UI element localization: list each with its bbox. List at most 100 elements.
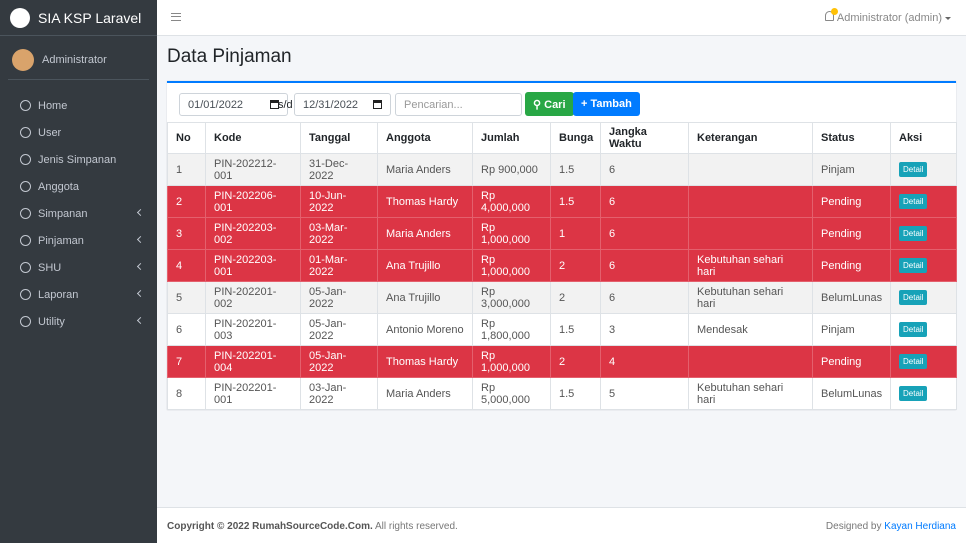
detail-button[interactable]: Detail — [899, 386, 928, 401]
cell: 1 — [167, 153, 206, 186]
menu-icon — [20, 100, 31, 111]
menu-item[interactable]: Home — [0, 92, 157, 119]
header-row: No Kode Tanggal Anggota Jumlah Bunga Jangka Wa… — [167, 122, 957, 154]
action-cell: Detail — [890, 345, 957, 378]
detail-button[interactable]: Detail — [899, 354, 928, 369]
cell: Thomas Hardy — [377, 185, 473, 218]
caret — [945, 17, 951, 23]
cell: Rp 5,000,000 — [472, 377, 551, 410]
chevron — [136, 289, 145, 298]
cell: Rp 4,000,000 — [472, 185, 551, 218]
cell: Antonio Moreno — [377, 313, 473, 346]
detail-button[interactable]: Detail — [899, 162, 928, 177]
table-body: 1 PIN-202212-001 31-Dec-2022 Maria Anders Rp… — [167, 153, 957, 410]
detail-button[interactable]: Detail — [899, 194, 928, 209]
cell: PIN-202206-001 — [205, 185, 301, 218]
menu-item[interactable]: Laporan — [0, 281, 157, 308]
cell: PIN-202203-001 — [205, 249, 301, 282]
menu-icon — [20, 235, 31, 246]
menu-icon — [20, 289, 31, 300]
action-cell: Detail — [890, 153, 957, 186]
menu-label: Home — [38, 99, 68, 112]
designed-by: Designed by — [825, 521, 882, 532]
cell: 4 — [167, 249, 206, 282]
cell: 5 — [167, 281, 206, 314]
page-title: Data Pinjaman — [167, 46, 292, 67]
cell: 5 — [600, 377, 689, 410]
cell: 8 — [167, 377, 206, 410]
date-to[interactable]: 12/31/2022 — [294, 93, 391, 116]
detail-button[interactable]: Detail — [899, 226, 928, 241]
cell: Pending — [812, 217, 891, 250]
chevron — [136, 262, 145, 271]
header-cell: Aksi — [890, 122, 957, 154]
cell: Rp 1,000,000 — [472, 217, 551, 250]
calendar-icon — [373, 100, 382, 109]
card: 01/01/2022 s/d 12/31/2022 Pencarian... ⚲… — [167, 81, 957, 410]
cell: Maria Anders — [377, 377, 473, 410]
table-row: 7 PIN-202201-004 05-Jan-2022 Thomas Hardy Rp… — [167, 345, 957, 378]
user-name[interactable]: Administrator — [42, 53, 107, 66]
action-cell: Detail — [890, 249, 957, 282]
brand[interactable]: SIA KSP Laravel — [0, 0, 157, 36]
cell: Mendesak — [688, 313, 813, 346]
detail-button[interactable]: Detail — [899, 290, 928, 305]
menu-item[interactable]: SHU — [0, 254, 157, 281]
menu-label: Pinjaman — [38, 234, 84, 247]
search-input[interactable]: Pencarian... — [395, 93, 522, 116]
table-row: 8 PIN-202201-001 03-Jan-2022 Maria Anders Rp… — [167, 377, 957, 410]
menu-item[interactable]: Simpanan — [0, 200, 157, 227]
header-cell: Jumlah — [472, 122, 551, 154]
chevron — [136, 208, 145, 217]
search-button-text: Cari — [544, 99, 566, 111]
cell: Pinjam — [812, 313, 891, 346]
cell: Rp 1,800,000 — [472, 313, 551, 346]
cell: 1.5 — [550, 377, 601, 410]
date-from[interactable]: 01/01/2022 — [179, 93, 288, 116]
cell — [688, 185, 813, 218]
detail-button[interactable]: Detail — [899, 258, 928, 273]
menu-item[interactable]: Pinjaman — [0, 227, 157, 254]
cell: 3 — [600, 313, 689, 346]
menu-label: SHU — [38, 261, 62, 274]
cell: 1.5 — [550, 153, 601, 186]
table-row: 1 PIN-202212-001 31-Dec-2022 Maria Anders Rp… — [167, 153, 957, 186]
menu-item[interactable]: Anggota — [0, 173, 157, 200]
cell: 6 — [600, 281, 689, 314]
cell: Kebutuhan sehari hari — [688, 249, 813, 282]
menu-item[interactable]: User — [0, 119, 157, 146]
cell — [688, 345, 813, 378]
menu-label: Simpanan — [38, 207, 88, 220]
header-cell: Jangka Waktu — [600, 122, 689, 154]
cell: Rp 900,000 — [472, 153, 551, 186]
menu-label: Laporan — [38, 288, 79, 301]
cell: 2 — [550, 281, 601, 314]
chevron — [136, 316, 145, 325]
cell: Rp 1,000,000 — [472, 345, 551, 378]
nav-user[interactable]: Administrator (admin) — [836, 12, 942, 24]
cell: 1.5 — [550, 185, 601, 218]
cell: 31-Dec-2022 — [300, 153, 378, 186]
menu-toggle[interactable] — [171, 13, 181, 21]
author-link[interactable]: Kayan Herdiana — [884, 521, 956, 532]
credit: Designed by Kayan Herdiana — [826, 521, 956, 532]
table-row: 3 PIN-202203-002 03-Mar-2022 Maria Anders Rp… — [167, 217, 957, 250]
add-button[interactable]: + Tambah — [573, 92, 640, 116]
cell: Maria Anders — [377, 217, 473, 250]
menu: Home User Jenis Simpanan Anggota Simpanan Pin… — [0, 92, 157, 335]
chevron — [136, 235, 145, 244]
cell: PIN-202201-004 — [205, 345, 301, 378]
menu-item[interactable]: Jenis Simpanan — [0, 146, 157, 173]
logo — [10, 7, 30, 28]
cell: 6 — [600, 249, 689, 282]
notifications[interactable] — [825, 11, 834, 21]
cell: 1.5 — [550, 313, 601, 346]
action-cell: Detail — [890, 377, 957, 410]
cell: Pinjam — [812, 153, 891, 186]
cell: PIN-202203-002 — [205, 217, 301, 250]
cell: 3 — [167, 217, 206, 250]
detail-button[interactable]: Detail — [899, 322, 928, 337]
table: No Kode Tanggal Anggota Jumlah Bunga Jangka Wa… — [167, 122, 957, 410]
menu-item[interactable]: Utility — [0, 308, 157, 335]
search-button[interactable]: ⚲ Cari — [525, 92, 574, 116]
